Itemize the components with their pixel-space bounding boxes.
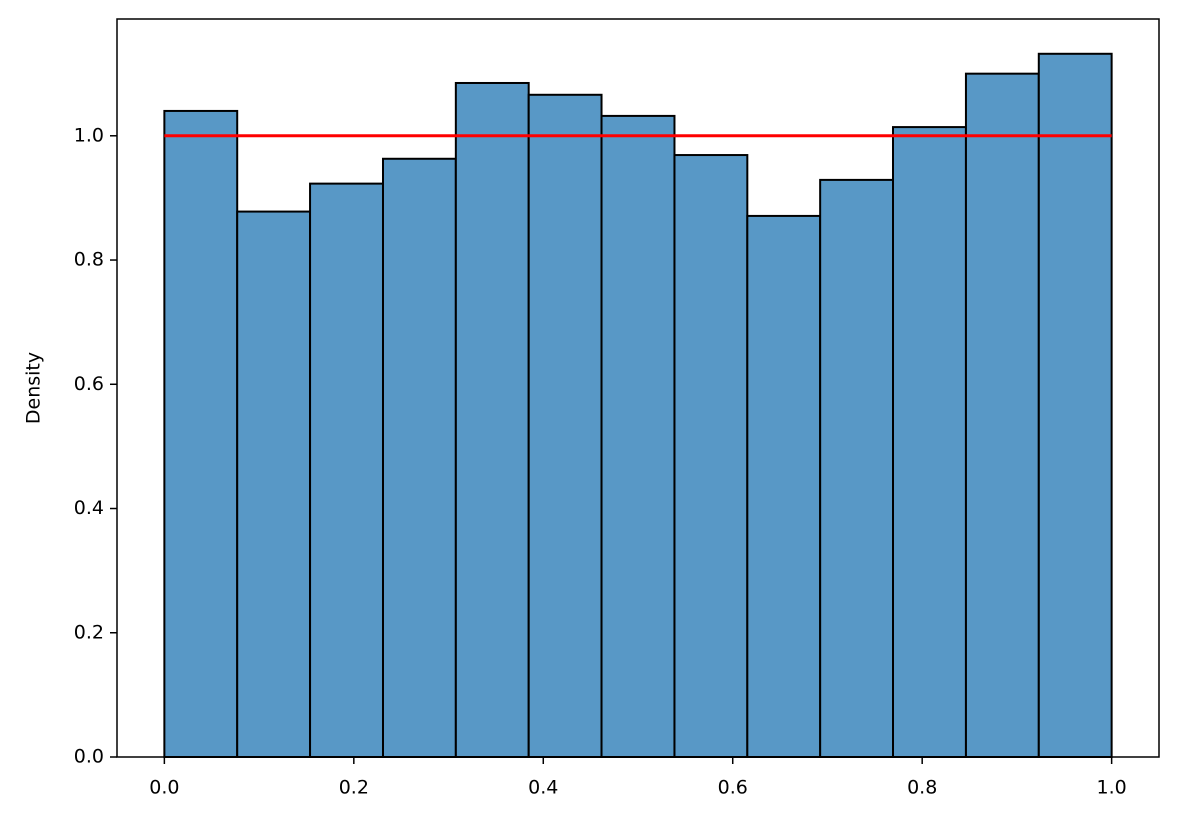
plot-frame bbox=[116, 18, 1160, 758]
bar bbox=[454, 81, 530, 758]
bar bbox=[309, 182, 384, 758]
bar bbox=[527, 93, 603, 758]
x-tick-label: 1.0 bbox=[1097, 777, 1127, 799]
x-tick-label: 0.8 bbox=[907, 777, 937, 799]
x-tick-label: 0.6 bbox=[718, 777, 748, 799]
bar bbox=[163, 109, 239, 758]
y-tick-label: 0.8 bbox=[74, 249, 104, 271]
bar bbox=[236, 210, 312, 759]
y-axis-label: Density bbox=[23, 352, 45, 424]
y-tick-label: 0.0 bbox=[74, 746, 104, 768]
y-tick-label: 1.0 bbox=[74, 124, 104, 146]
x-tick-label: 0.2 bbox=[339, 777, 369, 799]
y-tick-label: 0.2 bbox=[74, 621, 104, 643]
x-tick-label: 0.0 bbox=[149, 777, 179, 799]
bar bbox=[746, 214, 822, 758]
bar bbox=[381, 157, 457, 759]
bar bbox=[600, 114, 676, 758]
bar bbox=[892, 126, 967, 759]
x-tick-label: 0.4 bbox=[528, 777, 558, 799]
bar bbox=[1037, 52, 1113, 758]
bar bbox=[673, 154, 749, 758]
y-tick-label: 0.6 bbox=[74, 373, 104, 395]
bar bbox=[964, 72, 1040, 758]
y-tick-label: 0.4 bbox=[74, 497, 104, 519]
bar bbox=[819, 178, 895, 759]
